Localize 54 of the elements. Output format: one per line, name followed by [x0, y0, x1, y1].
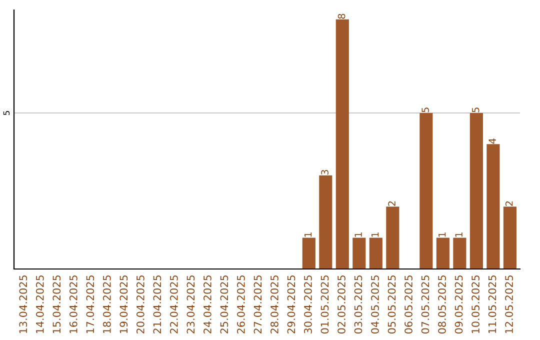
data-label: 1	[354, 232, 362, 237]
x-tick-label: 04.05.2025	[371, 275, 379, 334]
x-tick-label: 08.05.2025	[438, 275, 446, 334]
x-tick-label: 25.04.2025	[220, 275, 228, 334]
bar	[336, 19, 349, 269]
bar	[386, 206, 400, 269]
x-tick-label: 15.04.2025	[52, 275, 61, 334]
data-label: 2	[388, 201, 396, 206]
x-tick-label: 16.04.2025	[69, 275, 78, 334]
data-label: 1	[304, 232, 312, 237]
x-tick-label: 06.05.2025	[404, 275, 412, 334]
bar	[369, 238, 382, 269]
x-tick-label: 21.04.2025	[153, 275, 162, 334]
x-tick-label: 22.04.2025	[170, 275, 178, 334]
x-tick-label: 13.04.2025	[19, 275, 28, 334]
bar	[436, 238, 450, 269]
x-tick-label: 18.04.2025	[102, 275, 111, 334]
x-tick-label: 05.05.2025	[388, 275, 396, 334]
bar	[420, 112, 433, 269]
data-label: 5	[472, 108, 480, 112]
x-tick-label: 07.05.2025	[421, 275, 430, 334]
x-tick-label: 29.04.2025	[287, 275, 296, 334]
x-tick-label: 03.05.2025	[354, 275, 362, 334]
x-tick-label: 28.04.2025	[270, 275, 278, 334]
bar	[319, 175, 332, 269]
x-tick-label: 27.04.2025	[254, 275, 262, 334]
bar	[302, 238, 316, 269]
bar	[486, 144, 500, 269]
x-tick-label: 30.04.2025	[304, 275, 312, 334]
data-label: 5	[422, 108, 429, 112]
x-tick-label: 01.05.2025	[320, 275, 329, 334]
data-label: 1	[372, 232, 379, 237]
data-label: 4	[488, 138, 496, 144]
x-tick-label: 10.05.2025	[472, 275, 480, 334]
data-label: 1	[455, 232, 462, 237]
data-label: 2	[505, 201, 513, 206]
x-tick-label: 19.04.2025	[120, 275, 128, 334]
x-tick-label: 09.05.2025	[454, 275, 463, 334]
x-tick-label: 24.04.2025	[204, 275, 212, 334]
x-tick-label: 11.05.2025	[488, 275, 496, 334]
x-tick-label: 17.04.2025	[86, 275, 94, 334]
x-tick-label: 23.04.2025	[186, 275, 195, 334]
x-tick-label: 26.04.2025	[237, 275, 245, 334]
x-tick-label: 14.04.2025	[36, 275, 44, 334]
data-label: 3	[321, 170, 328, 175]
bar	[352, 238, 366, 269]
x-tick-label: 20.04.2025	[136, 275, 144, 334]
bar	[453, 238, 466, 269]
data-label: 1	[438, 232, 446, 237]
bar	[503, 206, 516, 269]
x-tick-label: 12.05.2025	[505, 275, 513, 334]
x-tick-label: 02.05.2025	[338, 275, 346, 334]
data-label: 8	[338, 14, 346, 19]
bar	[470, 112, 483, 269]
